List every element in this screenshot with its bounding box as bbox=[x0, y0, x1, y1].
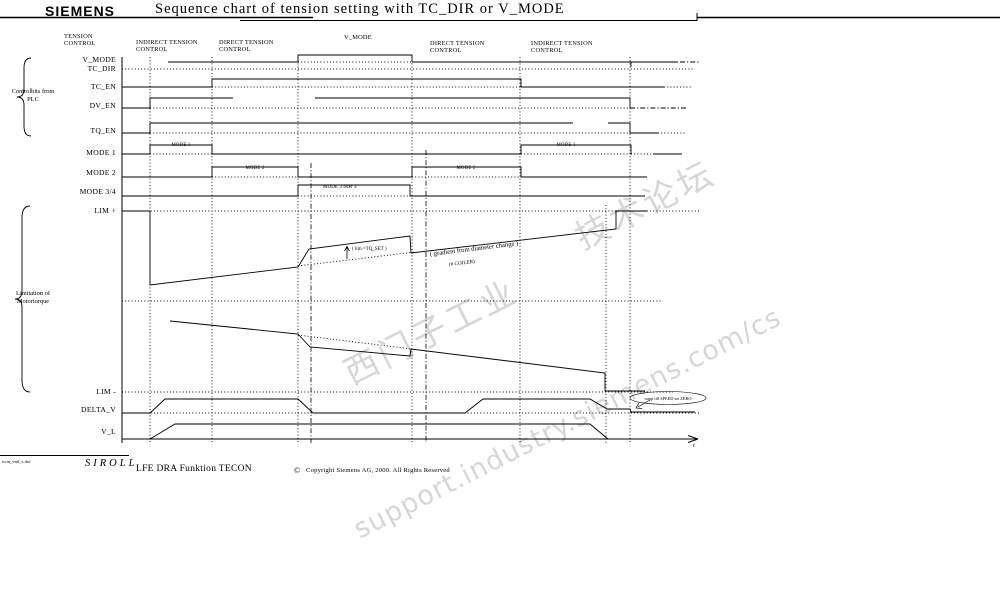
dv-en-wave-2 bbox=[315, 97, 631, 108]
v-mode-pulse bbox=[297, 54, 413, 62]
siemens-logo: SIEMENS bbox=[45, 3, 116, 19]
column-header-v-mode: V_MODE bbox=[344, 34, 372, 41]
limitation-of-motortorque-label: Limitation of Motortorque bbox=[16, 290, 50, 306]
torque-lower bbox=[169, 320, 645, 392]
signal-label-v-mode: V_MODE bbox=[82, 55, 116, 64]
mode-pulse-label: MODE 2 bbox=[245, 166, 265, 171]
signal-label-tq-en: TQ_EN bbox=[90, 126, 116, 135]
copyright-icon: © bbox=[294, 466, 301, 475]
column-header-indirect-2: INDIRECT TENSION CONTROL bbox=[531, 40, 593, 55]
footer-copyright: Copyright Siemens AG, 2000. All Rights R… bbox=[306, 467, 450, 474]
ramp-annotation-arrow bbox=[637, 399, 651, 408]
column-header-tension-control: TENSION CONTROL bbox=[64, 33, 96, 48]
signal-label-dv-en: DV_EN bbox=[89, 101, 116, 110]
signal-label-mode-2: MODE 2 bbox=[86, 168, 116, 177]
mode-pulse-label: MODE 1 bbox=[171, 143, 191, 148]
v-l-wave bbox=[149, 423, 609, 440]
tq-en-wave-1 bbox=[122, 122, 573, 134]
tqset-arrow-head bbox=[344, 245, 350, 252]
column-header-indirect-1: INDIRECT TENSION CONTROL bbox=[136, 39, 198, 54]
torque-upper-gradient-dotted bbox=[297, 251, 416, 267]
ramp-annotation-arrowhead bbox=[635, 402, 643, 409]
signal-label-tc-dir: TC_DIR bbox=[87, 64, 116, 73]
mode-pulse-label: MODE 2 bbox=[456, 166, 476, 171]
mode34-wave bbox=[122, 184, 645, 197]
mode-pulse-label: MODE 3 oder 4 bbox=[323, 185, 357, 190]
tq-en-wave-2 bbox=[608, 122, 658, 134]
signal-label-lim-: LIM - bbox=[96, 387, 116, 396]
signal-label-v-l: V_L bbox=[101, 427, 116, 436]
torque-lower-gradient-dotted bbox=[297, 334, 413, 350]
mode2-wave bbox=[122, 166, 647, 178]
ramp-annotation-ellipse bbox=[629, 391, 707, 405]
motortorque-brace bbox=[14, 205, 31, 393]
column-header-direct-1: DIRECT TENSION CONTROL bbox=[219, 39, 274, 54]
tq-set-annotation: ( lim.=TQ_SET ) bbox=[352, 247, 387, 252]
signal-label-lim-: LIM + bbox=[94, 206, 116, 215]
t-axis-arrow-a bbox=[687, 435, 699, 440]
footer-filename: tcon_vml_s.dxf bbox=[2, 459, 31, 464]
mode-pulse-label: MODE 1 bbox=[556, 143, 576, 148]
controlbits-from-plc-label: Controlbits from PLC bbox=[11, 88, 55, 104]
plc-brace bbox=[16, 57, 32, 137]
page-title: Sequence chart of tension setting with T… bbox=[155, 1, 565, 17]
signal-label-delta-v: DELTA_V bbox=[81, 405, 116, 414]
footer-product-siroll: SIROLL bbox=[85, 458, 138, 469]
ramp-annotation-text: ramp till SPEED set ZERO bbox=[644, 395, 692, 401]
signal-label-tc-en: TC_EN bbox=[90, 82, 116, 91]
mode1-wave bbox=[122, 144, 632, 155]
column-header-direct-2: DIRECT TENSION CONTROL bbox=[430, 40, 485, 55]
tc-en-wave bbox=[122, 78, 664, 88]
torque-upper bbox=[122, 210, 647, 286]
signal-label-mode-3-4: MODE 3/4 bbox=[79, 187, 116, 196]
t-axis-arrow-b bbox=[687, 438, 699, 443]
footer-subtitle: LFE DRA Funktion TECON bbox=[136, 464, 252, 474]
signal-label-mode-1: MODE 1 bbox=[86, 148, 116, 157]
dv-en-wave-1 bbox=[122, 97, 233, 109]
time-axis-label: t bbox=[693, 442, 695, 449]
delta-v-wave bbox=[122, 398, 695, 414]
